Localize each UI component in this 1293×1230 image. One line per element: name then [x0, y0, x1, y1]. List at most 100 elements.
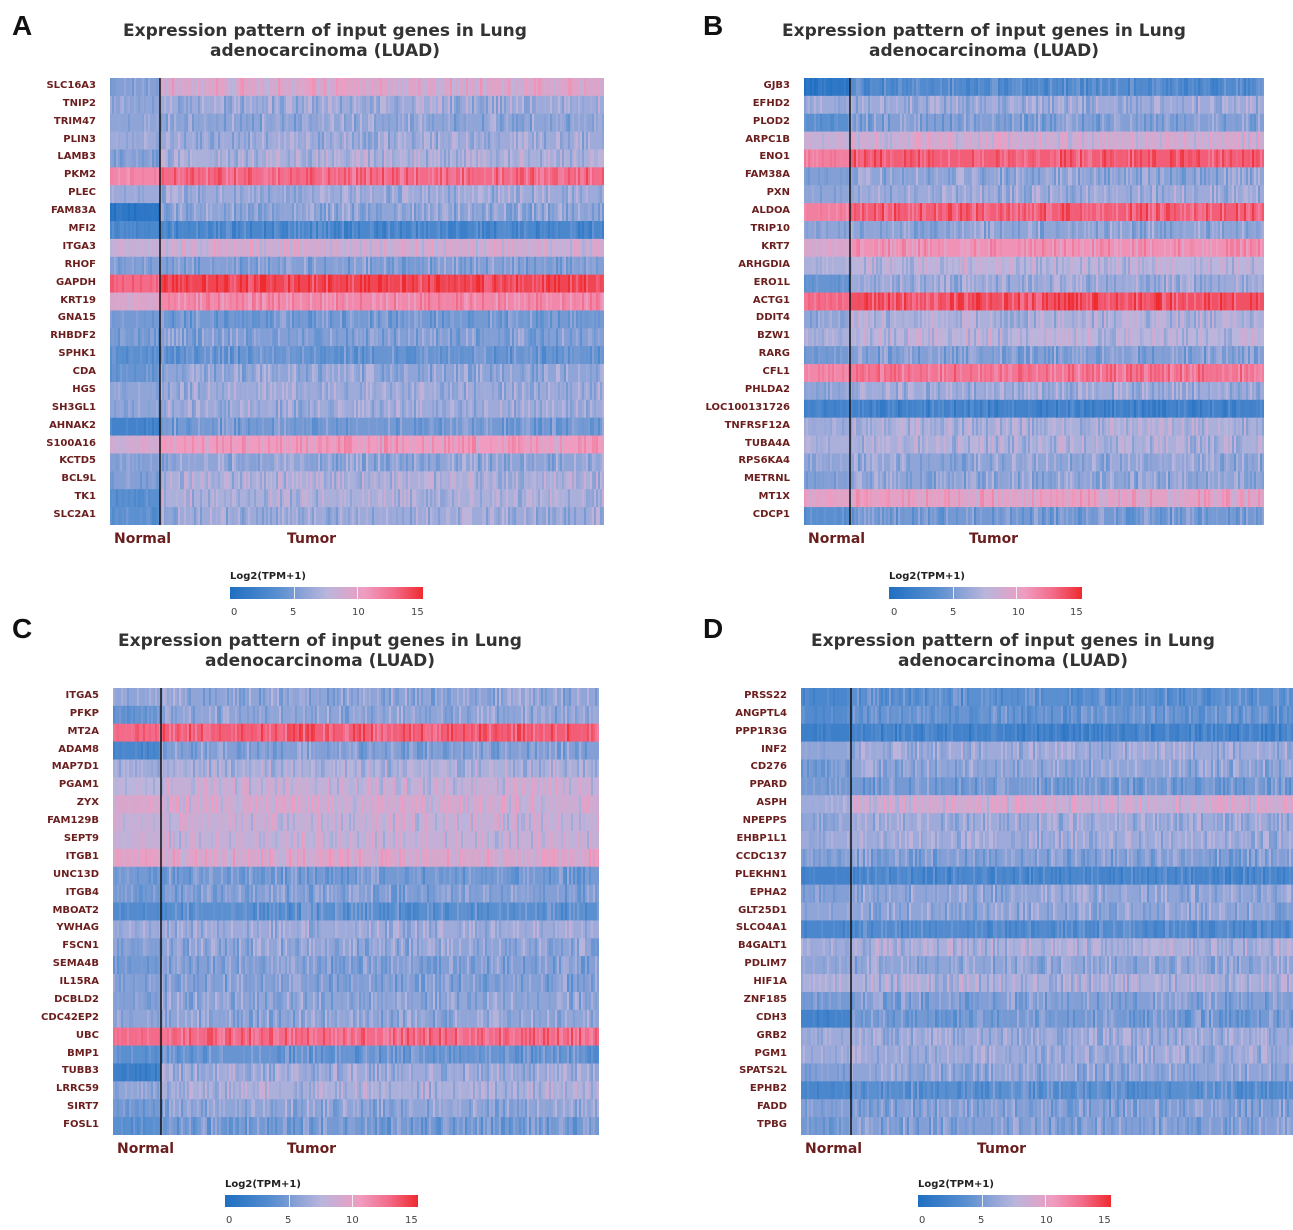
- tumor-sample-cell: [366, 346, 368, 365]
- tumor-sample-cell: [422, 185, 424, 204]
- tumor-sample-cell: [588, 328, 590, 347]
- tumor-sample-cell: [532, 507, 534, 525]
- tumor-sample-cell: [1038, 95, 1040, 115]
- tumor-sample-cell: [198, 78, 200, 97]
- tumor-sample-cell: [398, 310, 400, 329]
- tumor-sample-cell: [236, 274, 238, 294]
- tumor-sample-cell: [258, 149, 260, 168]
- tumor-sample-cell: [1126, 149, 1128, 168]
- tumor-sample-cell: [492, 167, 494, 186]
- tumor-sample-cell: [326, 364, 328, 383]
- tumor-sample-cell: [938, 185, 940, 204]
- tumor-sample-cell: [256, 95, 258, 115]
- normal-sample-cell: [134, 489, 136, 508]
- tumor-sample-cell: [310, 95, 312, 115]
- tumor-sample-cell: [1150, 95, 1152, 115]
- tumor-sample-cell: [884, 78, 886, 97]
- tumor-sample-cell: [410, 399, 412, 419]
- tumor-sample-cell: [354, 167, 356, 186]
- tumor-sample-cell: [374, 489, 376, 508]
- tumor-sample-cell: [558, 489, 560, 508]
- tumor-sample-cell: [438, 346, 440, 365]
- tumor-sample-cell: [328, 507, 330, 525]
- tumor-sample-cell: [170, 417, 172, 437]
- tumor-sample-cell: [1248, 149, 1250, 168]
- tumor-sample-cell: [420, 417, 422, 437]
- tumor-sample-cell: [434, 328, 436, 347]
- tumor-sample-cell: [222, 399, 224, 419]
- tumor-sample-cell: [394, 489, 396, 508]
- tumor-sample-cell: [414, 453, 416, 472]
- tumor-sample-cell: [528, 238, 530, 258]
- tumor-sample-cell: [240, 274, 242, 294]
- tumor-sample-cell: [202, 238, 204, 258]
- tumor-sample-cell: [160, 149, 162, 168]
- tumor-sample-cell: [468, 78, 470, 97]
- tumor-sample-cell: [458, 328, 460, 347]
- legend-title: Log2(TPM+1): [230, 571, 306, 582]
- tumor-sample-cell: [204, 346, 206, 365]
- tumor-sample-cell: [534, 417, 536, 437]
- tumor-sample-cell: [990, 149, 992, 168]
- tumor-sample-cell: [512, 417, 514, 437]
- tumor-sample-cell: [286, 113, 288, 133]
- tumor-sample-cell: [456, 149, 458, 168]
- tumor-sample-cell: [564, 203, 566, 222]
- tumor-sample-cell: [214, 346, 216, 365]
- normal-sample-cell: [154, 185, 156, 204]
- tumor-sample-cell: [1000, 149, 1002, 168]
- tumor-sample-cell: [550, 435, 552, 454]
- tumor-sample-cell: [434, 238, 436, 258]
- tumor-sample-cell: [462, 221, 464, 240]
- tumor-sample-cell: [1190, 131, 1192, 151]
- normal-sample-cell: [148, 256, 150, 276]
- tumor-sample-cell: [1010, 78, 1012, 97]
- tumor-sample-cell: [308, 507, 310, 525]
- tumor-sample-cell: [1078, 131, 1080, 151]
- tumor-sample-cell: [910, 149, 912, 168]
- tumor-sample-cell: [506, 221, 508, 240]
- tumor-sample-cell: [890, 78, 892, 97]
- tumor-sample-cell: [176, 435, 178, 454]
- tumor-sample-cell: [320, 381, 322, 401]
- tumor-sample-cell: [534, 328, 536, 347]
- tumor-sample-cell: [256, 292, 258, 311]
- tumor-sample-cell: [462, 435, 464, 454]
- color-scale-bar: [230, 587, 423, 599]
- tumor-sample-cell: [392, 149, 394, 168]
- tumor-sample-cell: [1226, 185, 1228, 204]
- tumor-sample-cell: [1244, 113, 1246, 133]
- tumor-sample-cell: [906, 149, 908, 168]
- tumor-sample-cell: [948, 131, 950, 151]
- tumor-sample-cell: [312, 185, 314, 204]
- tumor-sample-cell: [244, 364, 246, 383]
- normal-sample-cell: [150, 292, 152, 311]
- tumor-sample-cell: [170, 310, 172, 329]
- normal-sample-cell: [156, 78, 158, 97]
- tumor-sample-cell: [320, 453, 322, 472]
- tumor-sample-cell: [164, 399, 166, 419]
- tumor-sample-cell: [380, 435, 382, 454]
- tumor-sample-cell: [314, 78, 316, 97]
- tumor-sample-cell: [298, 435, 300, 454]
- tumor-sample-cell: [1124, 149, 1126, 168]
- tumor-sample-cell: [348, 435, 350, 454]
- tumor-sample-cell: [276, 328, 278, 347]
- tumor-sample-cell: [460, 453, 462, 472]
- tumor-sample-cell: [498, 417, 500, 437]
- tumor-sample-cell: [544, 274, 546, 294]
- tumor-sample-cell: [1198, 167, 1200, 186]
- tumor-sample-cell: [238, 113, 240, 133]
- tumor-sample-cell: [260, 346, 262, 365]
- tumor-sample-cell: [472, 471, 474, 490]
- tumor-sample-cell: [388, 113, 390, 133]
- tumor-sample-cell: [392, 185, 394, 204]
- tumor-sample-cell: [906, 113, 908, 133]
- tumor-sample-cell: [1100, 131, 1102, 151]
- tumor-sample-cell: [1006, 95, 1008, 115]
- normal-sample-cell: [848, 131, 850, 151]
- heatmap-row-rhbdf2: [110, 328, 604, 347]
- normal-sample-cell: [844, 131, 846, 151]
- tumor-sample-cell: [352, 113, 354, 133]
- tumor-sample-cell: [362, 364, 364, 383]
